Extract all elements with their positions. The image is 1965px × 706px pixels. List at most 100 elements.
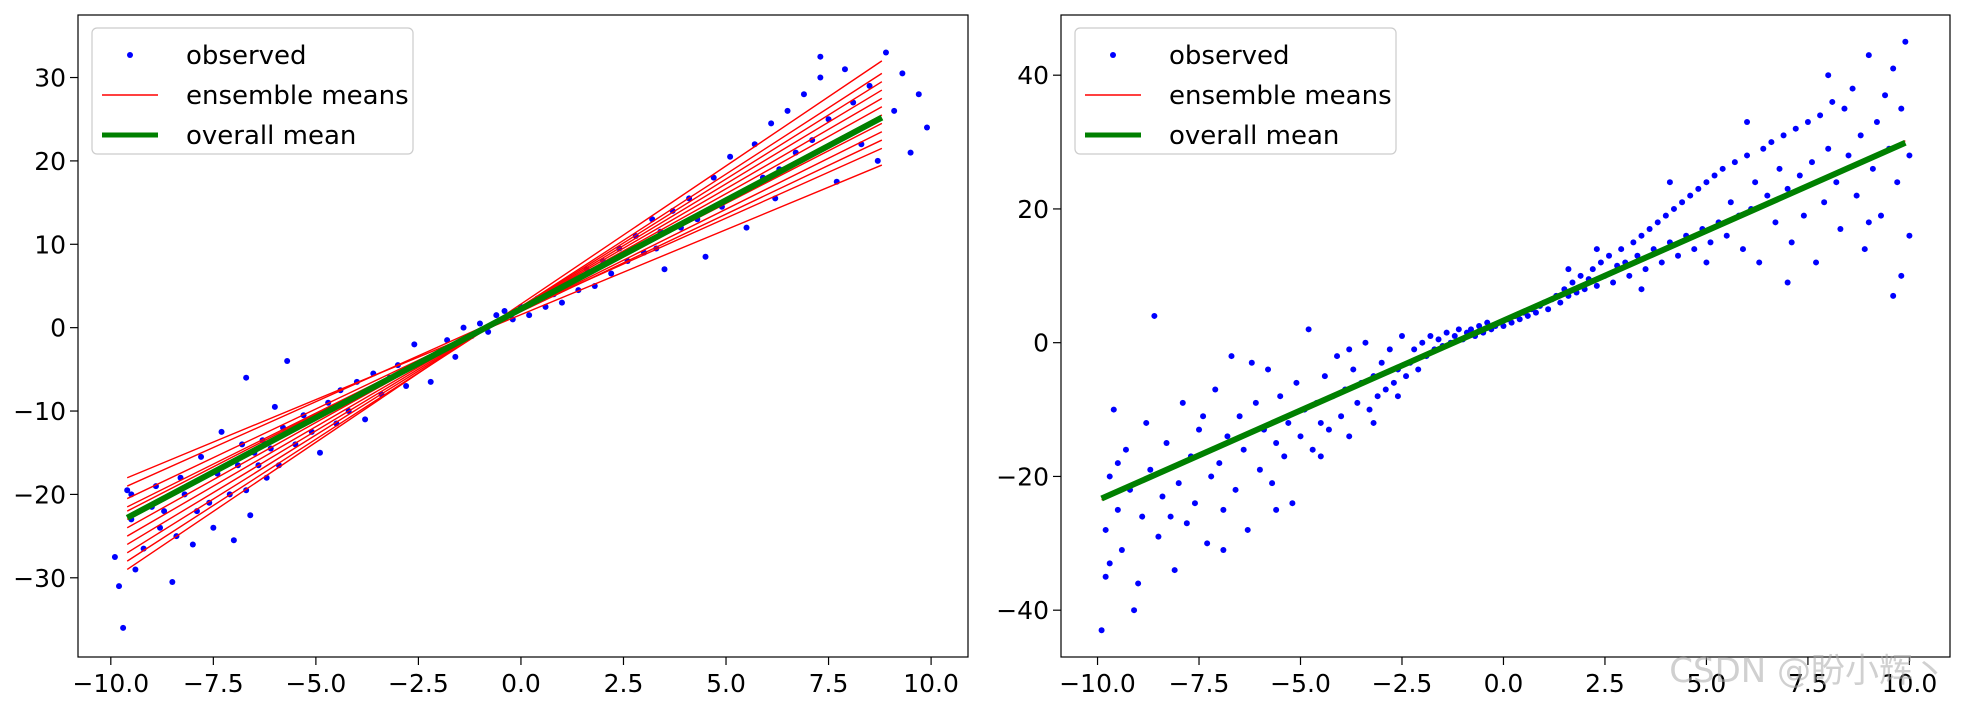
- observed-point: [1817, 112, 1824, 119]
- observed-point: [1593, 282, 1600, 289]
- observed-point: [1837, 226, 1844, 232]
- observed-point: [1443, 329, 1450, 336]
- observed-point: [1898, 105, 1905, 112]
- observed-point: [1256, 466, 1263, 473]
- x-tick-label: 10.0: [1882, 669, 1938, 698]
- observed-point: [1727, 199, 1734, 206]
- watermark: CSDN @盼小辉丶: [1669, 651, 1947, 691]
- observed-point: [1630, 239, 1637, 246]
- observed-point: [1285, 419, 1292, 426]
- observed-point: [1894, 179, 1901, 186]
- legend-label: overall mean: [186, 121, 356, 151]
- observed-point: [1098, 627, 1105, 634]
- observed-point: [1804, 119, 1811, 125]
- observed-point: [1808, 159, 1815, 166]
- plot-frame: [1060, 14, 1951, 658]
- y-tick-label: 30: [34, 64, 66, 93]
- observed-point: [1317, 419, 1324, 426]
- x-tick-label: −2.5: [1372, 669, 1433, 698]
- observed-point: [243, 374, 250, 381]
- observed-point: [1114, 460, 1121, 467]
- observed-point: [1703, 179, 1710, 186]
- observed-point: [1841, 105, 1848, 112]
- observed-point: [452, 353, 459, 360]
- y-tick-label: 20: [1017, 195, 1049, 224]
- observed-point: [1849, 85, 1856, 92]
- observed-point: [1106, 560, 1113, 567]
- observed-point: [1796, 172, 1803, 179]
- observed-point: [1768, 139, 1775, 146]
- y-tick-label: 20: [34, 147, 66, 176]
- observed-point: [1654, 219, 1661, 226]
- observed-point: [1370, 419, 1377, 426]
- ensemble-mean-line: [126, 164, 883, 479]
- observed-point: [230, 537, 237, 544]
- observed-point: [1232, 486, 1239, 493]
- observed-point: [1386, 346, 1393, 353]
- observed-point: [899, 70, 906, 77]
- observed-point: [460, 324, 467, 331]
- observed-point: [1390, 379, 1397, 386]
- observed-point: [1687, 192, 1694, 199]
- observed-point: [189, 541, 196, 548]
- observed-point: [1752, 179, 1759, 186]
- observed-point: [1792, 125, 1799, 132]
- overall-mean-line: [1100, 139, 1907, 502]
- observed-point: [1216, 460, 1223, 467]
- y-tick-label: −40: [996, 596, 1049, 625]
- observed-point: [1398, 333, 1405, 339]
- x-tick-label: −7.5: [1169, 669, 1230, 698]
- observed-point: [1675, 252, 1682, 259]
- observed-point: [1135, 580, 1142, 587]
- observed-point: [1167, 513, 1174, 520]
- x-tick-label: 5.0: [1687, 669, 1727, 698]
- observed-point: [271, 403, 278, 410]
- observed-point: [1289, 500, 1296, 507]
- y-tick-label: −10: [13, 397, 66, 426]
- observed-point: [1179, 399, 1186, 406]
- observed-point: [1467, 326, 1474, 333]
- observed-point: [1508, 319, 1515, 326]
- x-tick-label: 2.5: [1585, 669, 1625, 698]
- observed-point: [1269, 480, 1276, 487]
- observed-point: [1366, 406, 1373, 413]
- observed-point: [411, 341, 418, 348]
- plot-frame: [77, 14, 969, 658]
- observed-point: [1890, 65, 1897, 72]
- observed-point: [501, 307, 508, 314]
- observed-point: [218, 428, 225, 435]
- observed-point: [1204, 540, 1211, 547]
- observed-point: [1780, 132, 1787, 139]
- legend-label: ensemble means: [1169, 81, 1392, 111]
- observed-point: [1845, 152, 1852, 159]
- observed-point: [1139, 513, 1146, 520]
- observed-point: [526, 312, 533, 319]
- observed-point: [727, 153, 734, 160]
- observed-point: [493, 312, 500, 319]
- y-tick-label: 0: [1033, 329, 1049, 358]
- observed-point: [169, 578, 176, 585]
- x-tick-label: −5.0: [286, 669, 347, 698]
- x-tick-label: 0.0: [501, 669, 541, 698]
- observed-point: [1569, 279, 1576, 286]
- observed-point: [1800, 212, 1807, 219]
- observed-point: [1703, 259, 1710, 266]
- observed-point: [1784, 185, 1791, 192]
- observed-point: [817, 74, 824, 81]
- y-tick-label: −30: [13, 564, 66, 593]
- observed-point: [1861, 246, 1868, 253]
- observed-point: [1666, 179, 1673, 186]
- observed-point: [198, 453, 205, 460]
- observed-point: [1744, 152, 1751, 159]
- observed-point: [1516, 316, 1523, 323]
- observed-point: [111, 553, 118, 560]
- observed-point: [1760, 145, 1767, 152]
- observed-point: [1175, 480, 1182, 487]
- observed-point: [1273, 440, 1280, 446]
- observed-point: [427, 378, 434, 385]
- observed-point: [1646, 226, 1653, 232]
- observed-point: [1638, 232, 1645, 239]
- observed-point: [161, 508, 168, 515]
- observed-point: [1102, 573, 1109, 580]
- observed-point: [1719, 165, 1726, 172]
